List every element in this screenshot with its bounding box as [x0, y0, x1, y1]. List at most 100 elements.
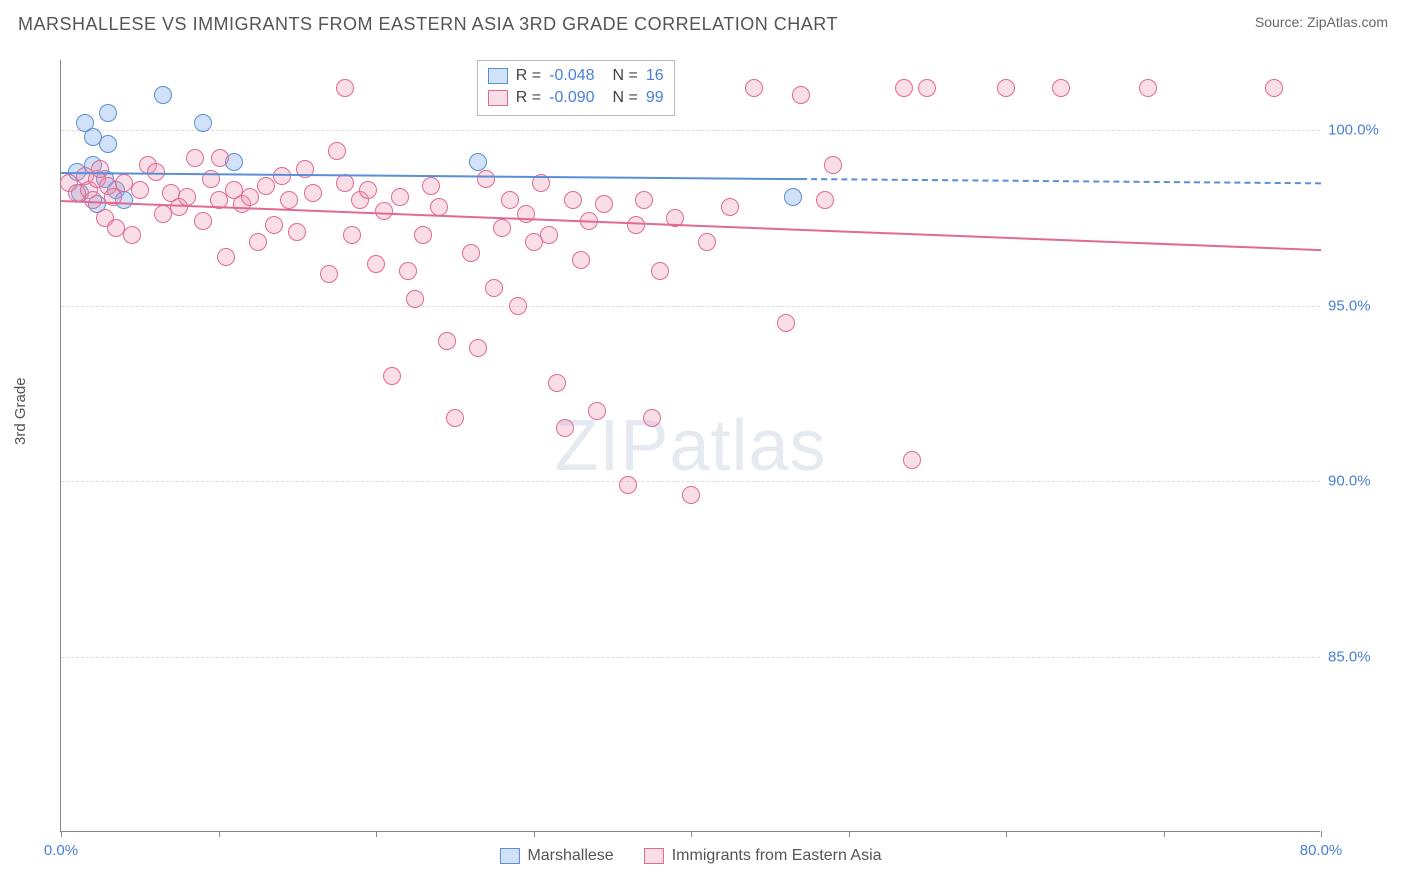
data-point: [99, 135, 117, 153]
data-point: [194, 212, 212, 230]
header-bar: MARSHALLESE VS IMMIGRANTS FROM EASTERN A…: [0, 0, 1406, 43]
data-point: [485, 279, 503, 297]
data-point: [280, 191, 298, 209]
gridline: [61, 657, 1320, 658]
data-point: [643, 409, 661, 427]
legend-n-value: 16: [646, 65, 664, 87]
data-point: [1139, 79, 1157, 97]
data-point: [359, 181, 377, 199]
legend-n-label: N =: [613, 87, 638, 109]
data-point: [217, 248, 235, 266]
data-point: [540, 226, 558, 244]
data-point: [572, 251, 590, 269]
legend-item: Marshallese: [499, 847, 613, 865]
data-point: [131, 181, 149, 199]
data-point: [123, 226, 141, 244]
x-tick-mark: [1006, 831, 1007, 837]
data-point: [784, 188, 802, 206]
legend-item: Immigrants from Eastern Asia: [644, 847, 882, 865]
data-point: [824, 156, 842, 174]
data-point: [257, 177, 275, 195]
legend-r-value: -0.048: [549, 65, 594, 87]
data-point: [211, 149, 229, 167]
data-point: [1052, 79, 1070, 97]
y-tick-label: 85.0%: [1328, 648, 1388, 665]
x-tick-mark: [376, 831, 377, 837]
data-point: [619, 476, 637, 494]
x-tick-mark: [61, 831, 62, 837]
legend-swatch: [488, 68, 508, 84]
data-point: [595, 195, 613, 213]
x-tick-mark: [219, 831, 220, 837]
data-point: [997, 79, 1015, 97]
x-tick-label: 80.0%: [1300, 842, 1343, 859]
x-tick-mark: [1321, 831, 1322, 837]
y-axis-label: 3rd Grade: [12, 377, 29, 445]
gridline: [61, 481, 1320, 482]
chart-title: MARSHALLESE VS IMMIGRANTS FROM EASTERN A…: [18, 14, 838, 35]
data-point: [91, 160, 109, 178]
data-point: [556, 419, 574, 437]
data-point: [438, 332, 456, 350]
gridline: [61, 130, 1320, 131]
x-tick-mark: [534, 831, 535, 837]
data-point: [249, 233, 267, 251]
correlation-legend: R =-0.048N =16R =-0.090N =99: [477, 60, 675, 116]
data-point: [509, 297, 527, 315]
data-point: [320, 265, 338, 283]
data-point: [375, 202, 393, 220]
plot-area: ZIPatlas 85.0%90.0%95.0%100.0%0.0%80.0%R…: [60, 60, 1320, 832]
legend-swatch: [644, 848, 664, 864]
data-point: [186, 149, 204, 167]
data-point: [564, 191, 582, 209]
data-point: [792, 86, 810, 104]
data-point: [548, 374, 566, 392]
data-point: [336, 79, 354, 97]
legend-r-label: R =: [516, 87, 541, 109]
x-tick-mark: [1164, 831, 1165, 837]
data-point: [588, 402, 606, 420]
y-tick-label: 100.0%: [1328, 122, 1388, 139]
data-point: [627, 216, 645, 234]
source-label: Source: ZipAtlas.com: [1255, 14, 1388, 30]
legend-n-value: 99: [646, 87, 664, 109]
trend-line: [801, 178, 1321, 184]
data-point: [493, 219, 511, 237]
data-point: [745, 79, 763, 97]
legend-n-label: N =: [613, 65, 638, 87]
data-point: [391, 188, 409, 206]
data-point: [406, 290, 424, 308]
data-point: [304, 184, 322, 202]
legend-swatch: [488, 90, 508, 106]
legend-swatch: [499, 848, 519, 864]
data-point: [721, 198, 739, 216]
data-point: [1265, 79, 1283, 97]
data-point: [895, 79, 913, 97]
data-point: [367, 255, 385, 273]
data-point: [517, 205, 535, 223]
gridline: [61, 306, 1320, 307]
x-tick-mark: [691, 831, 692, 837]
data-point: [816, 191, 834, 209]
legend-label: Immigrants from Eastern Asia: [672, 847, 882, 865]
data-point: [651, 262, 669, 280]
data-point: [918, 79, 936, 97]
data-point: [446, 409, 464, 427]
y-tick-label: 90.0%: [1328, 473, 1388, 490]
data-point: [469, 153, 487, 171]
data-point: [99, 104, 117, 122]
data-point: [194, 114, 212, 132]
data-point: [469, 339, 487, 357]
legend-label: Marshallese: [527, 847, 613, 865]
data-point: [241, 188, 259, 206]
data-point: [501, 191, 519, 209]
data-point: [328, 142, 346, 160]
legend-r-label: R =: [516, 65, 541, 87]
watermark-thin: atlas: [669, 406, 826, 486]
data-point: [288, 223, 306, 241]
data-point: [477, 170, 495, 188]
data-point: [903, 451, 921, 469]
data-point: [422, 177, 440, 195]
data-point: [682, 486, 700, 504]
data-point: [178, 188, 196, 206]
